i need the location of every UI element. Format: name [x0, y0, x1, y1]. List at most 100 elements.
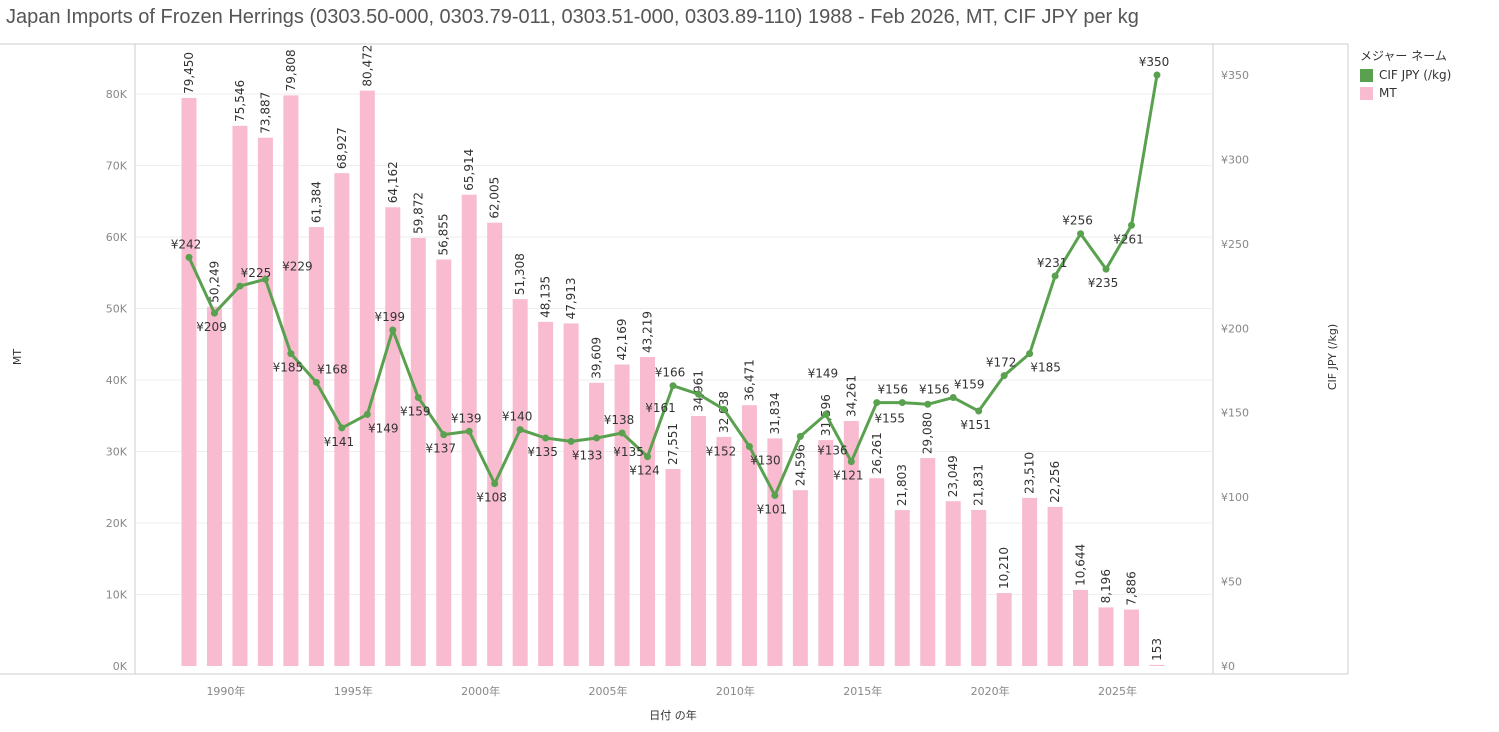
price-value-label: ¥141 [324, 435, 355, 449]
price-value-label: ¥121 [833, 469, 864, 483]
bar-value-label: 34,261 [844, 375, 858, 417]
legend-title: メジャー ネーム [1360, 49, 1447, 63]
legend-item-price[interactable]: CIF JPY (/kg) [1360, 68, 1451, 82]
right-tick-label: ¥350 [1221, 69, 1249, 82]
right-tick-label: ¥300 [1221, 153, 1249, 166]
bar-mt [1098, 607, 1114, 666]
bar-mt [894, 510, 910, 666]
bar-mt [920, 458, 936, 666]
bar-value-label: 48,135 [539, 276, 553, 318]
bar-value-label: 10,644 [1074, 544, 1088, 586]
bar-mt [283, 95, 299, 666]
price-value-label: ¥149 [368, 421, 399, 435]
price-point [1102, 265, 1110, 273]
price-value-label: ¥156 [919, 383, 950, 397]
bar-value-label: 8,196 [1099, 569, 1113, 603]
price-point [924, 400, 932, 408]
bar-value-label: 23,049 [946, 455, 960, 497]
left-tick-label: 80K [106, 88, 128, 101]
bar-value-label: 80,472 [360, 45, 374, 87]
price-point [261, 275, 269, 283]
bar-value-label: 68,927 [335, 127, 349, 169]
price-point [312, 378, 320, 386]
price-point [873, 399, 881, 407]
bar-mt [665, 469, 681, 666]
price-value-label: ¥261 [1113, 232, 1144, 246]
price-value-label: ¥152 [706, 444, 737, 458]
price-point [389, 326, 397, 334]
legend-label: CIF JPY (/kg) [1379, 68, 1452, 82]
price-value-label: ¥161 [645, 401, 676, 415]
price-value-label: ¥166 [655, 366, 686, 380]
bar-mt [359, 90, 375, 667]
bar-value-label: 64,162 [386, 161, 400, 203]
price-value-label: ¥159 [400, 405, 431, 419]
price-value-label: ¥133 [572, 448, 603, 462]
x-tick-label: 1995年 [334, 684, 373, 698]
bar-mt [181, 97, 197, 667]
legend-swatch [1360, 86, 1373, 100]
bar-value-label: 73,887 [258, 92, 272, 134]
bar-mt [741, 405, 757, 666]
bar-value-label: 26,261 [870, 432, 884, 474]
bar-value-label: 29,080 [921, 412, 935, 454]
x-tick-label: 1990年 [206, 684, 245, 698]
bar-mt [538, 321, 554, 666]
bar-mt [1073, 589, 1089, 666]
bar-mt [1022, 497, 1038, 666]
price-value-label: ¥256 [1062, 214, 1093, 228]
price-point [491, 480, 499, 488]
price-point [1051, 272, 1059, 280]
bar-value-label: 10,210 [997, 547, 1011, 589]
price-value-label: ¥155 [874, 411, 905, 425]
price-value-label: ¥130 [750, 453, 781, 467]
price-value-label: ¥135 [613, 445, 644, 459]
bar-mt [1047, 506, 1063, 666]
right-axis-title: CIF JPY (/kg) [1326, 324, 1339, 390]
bar-mt [1149, 664, 1165, 666]
bar-value-label: 7,886 [1125, 571, 1139, 605]
price-value-label: ¥138 [604, 413, 635, 427]
price-point [236, 282, 244, 290]
price-point [847, 458, 855, 466]
left-tick-label: 0K [113, 660, 128, 673]
bar-value-label: 27,551 [666, 423, 680, 465]
bar-mt [512, 299, 528, 666]
right-tick-label: ¥50 [1221, 576, 1242, 589]
price-point [771, 491, 779, 499]
legend-item-mt[interactable]: MT [1360, 86, 1451, 100]
right-tick-label: ¥150 [1221, 407, 1249, 420]
bar-value-label: 31,834 [768, 392, 782, 434]
price-point [363, 410, 371, 418]
price-point [1077, 230, 1085, 238]
bar-mt [843, 421, 859, 666]
x-tick-label: 2000年 [461, 684, 500, 698]
x-tick-label: 2010年 [716, 684, 755, 698]
bar-value-label: 65,914 [462, 149, 476, 191]
bar-value-label: 153 [1150, 638, 1164, 661]
bar-value-label: 50,249 [207, 261, 221, 303]
price-value-label: ¥185 [273, 361, 304, 375]
bar-mt [563, 323, 579, 666]
left-tick-label: 20K [106, 517, 128, 530]
price-value-label: ¥229 [282, 259, 313, 273]
bar-mt [971, 509, 987, 666]
price-point [287, 350, 295, 358]
left-axis-title: MT [11, 349, 24, 365]
price-value-label: ¥172 [986, 356, 1017, 370]
price-value-label: ¥139 [451, 411, 482, 425]
price-point [1128, 221, 1136, 229]
price-value-label: ¥156 [878, 383, 909, 397]
price-point [542, 434, 550, 442]
price-value-label: ¥159 [954, 378, 985, 392]
price-point [745, 442, 753, 450]
price-value-label: ¥140 [502, 410, 533, 424]
price-point [414, 394, 422, 402]
price-value-label: ¥137 [425, 442, 456, 456]
price-value-label: ¥135 [527, 445, 558, 459]
price-value-label: ¥168 [317, 362, 348, 376]
bar-value-label: 36,471 [742, 359, 756, 401]
bar-value-label: 42,169 [615, 318, 629, 360]
price-point [516, 426, 524, 434]
